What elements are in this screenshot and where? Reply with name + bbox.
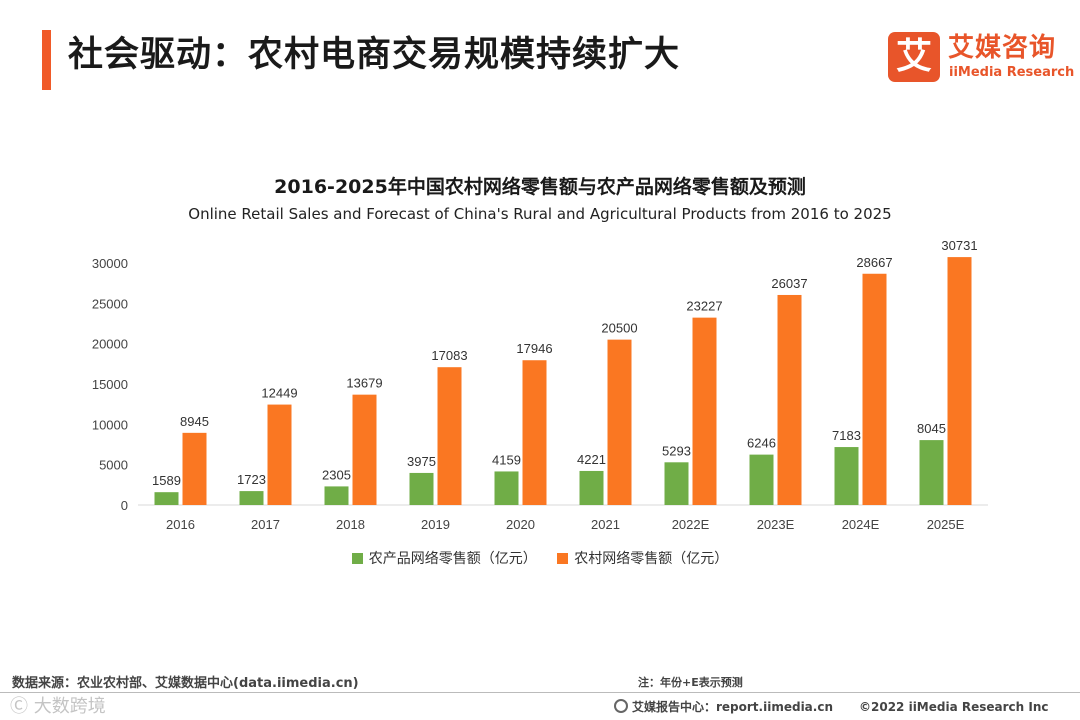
data-label-agri: 5293 — [662, 443, 691, 458]
bar-rural-2017 — [267, 404, 292, 505]
data-label-agri: 1589 — [152, 473, 181, 488]
x-tick-label: 2025E — [927, 517, 965, 532]
data-label-agri: 4221 — [577, 452, 606, 467]
y-tick-label: 5000 — [99, 458, 128, 473]
bar-agri-2018 — [324, 486, 349, 505]
y-tick-label: 20000 — [92, 337, 128, 352]
page-title: 社会驱动：农村电商交易规模持续扩大 — [68, 35, 681, 75]
iimedia-logo: 艾 艾媒咨询 iiMedia Research — [888, 32, 1074, 82]
data-label-rural: 23227 — [686, 299, 722, 314]
data-source: 数据来源：农业农村部、艾媒数据中心(data.iimedia.cn) — [12, 676, 359, 691]
chart-legend: 农产品网络零售额（亿元） 农村网络零售额（亿元） — [0, 548, 1080, 568]
bar-rural-2020 — [522, 360, 547, 505]
legend-item-rural: 农村网络零售额（亿元） — [557, 548, 728, 568]
x-tick-label: 2021 — [591, 517, 620, 532]
y-tick-label: 15000 — [92, 377, 128, 392]
x-tick-label: 2022E — [672, 517, 710, 532]
report-center-link[interactable]: 艾媒报告中心：report.iimedia.cn — [632, 700, 833, 714]
data-label-agri: 7183 — [832, 428, 861, 443]
data-label-rural: 17946 — [516, 341, 552, 356]
bar-agri-2023E — [749, 454, 774, 505]
logo-name-cn: 艾媒咨询 — [948, 33, 1057, 63]
legend-swatch-green — [351, 553, 363, 564]
x-tick-label: 2024E — [842, 517, 880, 532]
x-tick-label: 2016 — [166, 517, 195, 532]
logo-name-en: iiMedia Research — [949, 65, 1075, 80]
x-tick-label: 2017 — [251, 517, 280, 532]
bar-agri-2024E — [834, 447, 859, 505]
bar-rural-2024E — [862, 273, 887, 505]
data-label-agri: 2305 — [322, 467, 351, 482]
bar-agri-2021 — [579, 470, 604, 505]
x-tick-label: 2019 — [421, 517, 450, 532]
bar-rural-2016 — [182, 432, 207, 505]
bar-rural-2018 — [352, 394, 377, 505]
x-tick-label: 2020 — [506, 517, 535, 532]
bar-rural-2022E — [692, 317, 717, 505]
watermark: Ⓒ 大数跨境 — [10, 696, 106, 717]
bar-agri-2020 — [494, 471, 519, 505]
copyright: ©2022 iiMedia Research Inc — [859, 700, 1049, 714]
bar-rural-2019 — [437, 367, 462, 505]
x-tick-label: 2023E — [757, 517, 795, 532]
data-label-agri: 3975 — [407, 454, 436, 469]
bar-agri-2017 — [239, 491, 264, 505]
legend-label-agri: 农产品网络零售额（亿元） — [368, 551, 537, 567]
bar-rural-2021 — [607, 339, 632, 505]
bar-agri-2022E — [664, 462, 689, 505]
bar-rural-2023E — [777, 294, 802, 505]
data-label-rural: 28667 — [856, 255, 892, 270]
data-label-rural: 17083 — [431, 348, 467, 363]
chart-subtitle: Online Retail Sales and Forecast of Chin… — [188, 205, 892, 223]
footer-right: 艾媒报告中心：report.iimedia.cn ©2022 iiMedia Re… — [614, 698, 1049, 715]
data-label-rural: 30731 — [941, 238, 977, 253]
footer-divider — [0, 692, 1080, 693]
legend-label-rural: 农村网络零售额（亿元） — [574, 551, 729, 567]
data-label-agri: 6246 — [747, 436, 776, 451]
y-tick-label: 30000 — [92, 256, 128, 271]
data-label-agri: 1723 — [237, 472, 266, 487]
data-label-rural: 8945 — [180, 414, 209, 429]
y-tick-label: 25000 — [92, 296, 128, 311]
x-tick-label: 2018 — [336, 517, 365, 532]
legend-swatch-orange — [557, 553, 569, 564]
legend-item-agri: 农产品网络零售额（亿元） — [351, 548, 537, 568]
data-label-rural: 12449 — [261, 386, 297, 401]
data-label-agri: 8045 — [917, 421, 946, 436]
bar-rural-2025E — [947, 257, 972, 505]
bar-agri-2016 — [154, 492, 179, 505]
bar-agri-2025E — [919, 440, 944, 505]
logo-mark-icon: 艾 — [888, 32, 940, 82]
title-accent-bar — [42, 30, 51, 90]
data-label-rural: 26037 — [771, 276, 807, 291]
globe-icon — [614, 699, 628, 713]
y-tick-label: 10000 — [92, 417, 128, 432]
chart-title: 2016-2025年中国农村网络零售额与农产品网络零售额及预测 — [274, 176, 806, 198]
bar-agri-2019 — [409, 472, 434, 505]
y-tick-label: 0 — [121, 498, 128, 513]
forecast-note: 注：年份+E表示预测 — [638, 676, 743, 689]
data-label-rural: 13679 — [346, 376, 382, 391]
data-label-rural: 20500 — [601, 321, 637, 336]
data-label-agri: 4159 — [492, 452, 521, 467]
